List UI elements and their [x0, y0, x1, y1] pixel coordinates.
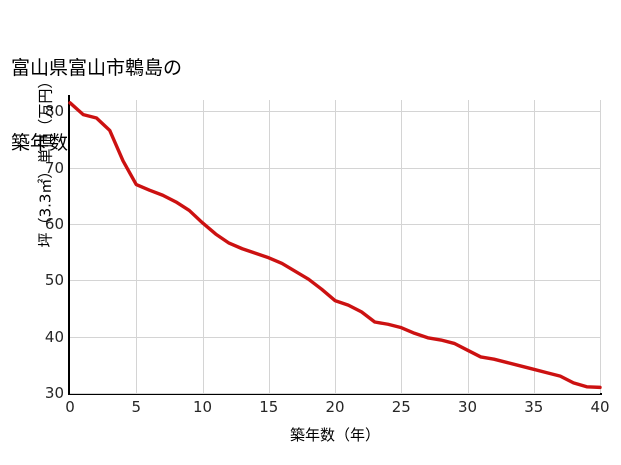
gridline-x-30: [467, 100, 469, 393]
y-axis-title: 坪（3.3㎡）単価（万円）: [36, 73, 55, 248]
x-tick-5: 5: [131, 398, 142, 416]
x-tick-30: 30: [457, 398, 478, 416]
y-axis-tick-labels: 30 40 50 60 70 80: [14, 100, 64, 402]
y-tick-40: 40: [44, 327, 64, 346]
x-axis-line: [68, 393, 602, 395]
gridline-x-35: [533, 100, 535, 393]
gridline-x-15: [268, 100, 270, 393]
gridline-x-25: [401, 100, 403, 393]
gridline-x-20: [335, 100, 336, 393]
x-tick-35: 35: [524, 398, 544, 416]
chart-title-line-1: 富山県富山市鵯島の: [11, 57, 183, 79]
gridline-y-30: [70, 393, 600, 394]
x-axis-tick-labels: 0 5 10 15 20 25 30 35 40: [65, 398, 609, 422]
x-tick-0: 0: [65, 398, 75, 416]
gridline-x-5: [136, 100, 138, 393]
y-tick-60: 60: [44, 214, 64, 233]
plot-area: [68, 100, 602, 394]
price-line-series: [68, 101, 602, 390]
x-tick-40: 40: [590, 398, 610, 416]
y-tick-80: 80: [44, 102, 64, 121]
series-line-0: [68, 101, 602, 390]
x-tick-25: 25: [391, 398, 411, 416]
y-tick-50: 50: [44, 271, 64, 290]
y-axis-line: [68, 95, 70, 395]
y-tick-70: 70: [44, 158, 64, 177]
x-tick-10: 10: [192, 398, 213, 416]
gridline-x-10: [202, 100, 204, 393]
y-tick-30: 30: [44, 384, 64, 402]
x-tick-15: 15: [259, 398, 279, 416]
x-axis-title: 築年数（年）: [289, 426, 380, 444]
gridline-x-40: [600, 100, 601, 393]
x-tick-20: 20: [325, 398, 345, 416]
